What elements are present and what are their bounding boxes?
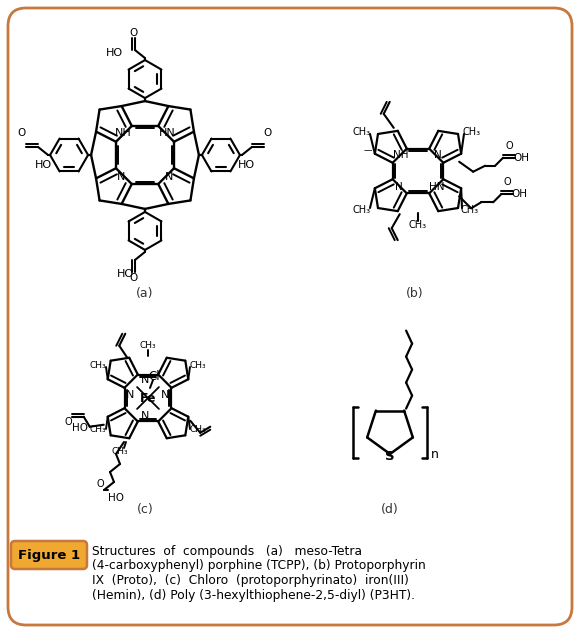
Text: Structures  of  compounds   (a)   meso-Tetra: Structures of compounds (a) meso-Tetra	[92, 545, 362, 558]
Text: Figure 1: Figure 1	[18, 549, 80, 561]
Text: CH₃: CH₃	[140, 341, 157, 350]
Text: (4-carboxyphenyl) porphine (TCPP), (b) Protoporphyrin: (4-carboxyphenyl) porphine (TCPP), (b) P…	[92, 560, 426, 572]
Text: N: N	[395, 182, 403, 192]
Text: Cl: Cl	[148, 370, 160, 382]
Text: CH₃: CH₃	[90, 361, 106, 370]
Text: IX  (Proto),  (c)  Chloro  (protoporphyrinato)  iron(III): IX (Proto), (c) Chloro (protoporphyrinat…	[92, 574, 409, 587]
Text: CH₃: CH₃	[461, 205, 479, 215]
Text: CH₃: CH₃	[409, 220, 427, 230]
Text: (Hemin), (d) Poly (3-hexylthiophene-2,5-diyl) (P3HT).: (Hemin), (d) Poly (3-hexylthiophene-2,5-…	[92, 589, 415, 601]
FancyBboxPatch shape	[11, 541, 87, 569]
Text: n: n	[431, 448, 438, 460]
Text: CH₃: CH₃	[353, 205, 371, 215]
Text: OH: OH	[511, 189, 527, 199]
Text: Fe: Fe	[140, 391, 156, 404]
Text: N: N	[165, 172, 173, 182]
Text: CH₃: CH₃	[353, 127, 371, 137]
Text: O: O	[505, 141, 513, 151]
Text: NH: NH	[115, 128, 132, 138]
Text: S: S	[385, 451, 395, 463]
Text: HN: HN	[158, 128, 175, 138]
Text: O: O	[17, 128, 25, 138]
Text: N: N	[141, 375, 149, 385]
Text: O: O	[264, 128, 272, 138]
Text: O: O	[130, 28, 138, 38]
FancyBboxPatch shape	[8, 8, 572, 625]
Text: CH₃: CH₃	[190, 425, 206, 434]
Text: NH: NH	[393, 150, 409, 160]
Text: O: O	[96, 479, 104, 489]
Text: CH₃: CH₃	[112, 448, 128, 456]
Text: (d): (d)	[381, 503, 399, 517]
Text: —: —	[364, 146, 372, 155]
Text: (c): (c)	[137, 503, 153, 517]
Text: N: N	[117, 172, 125, 182]
Text: HO: HO	[34, 160, 52, 170]
Text: HO: HO	[108, 493, 124, 503]
Text: N: N	[161, 390, 169, 400]
Text: N: N	[126, 390, 135, 400]
Text: O: O	[65, 417, 72, 427]
Text: O: O	[130, 273, 138, 283]
Text: OH: OH	[513, 153, 529, 163]
Text: (a): (a)	[136, 287, 154, 299]
Text: N: N	[141, 411, 149, 420]
Text: CH₃: CH₃	[463, 127, 481, 137]
Text: HO: HO	[72, 423, 88, 433]
Text: HO: HO	[238, 160, 256, 170]
Text: CH₃: CH₃	[90, 425, 106, 434]
Text: O: O	[503, 177, 511, 187]
Text: HO: HO	[106, 48, 123, 58]
Text: (b): (b)	[406, 287, 424, 299]
Text: HO: HO	[117, 269, 133, 279]
Text: CH₃: CH₃	[190, 361, 206, 370]
Text: HN: HN	[429, 182, 445, 192]
Text: N: N	[434, 150, 442, 160]
